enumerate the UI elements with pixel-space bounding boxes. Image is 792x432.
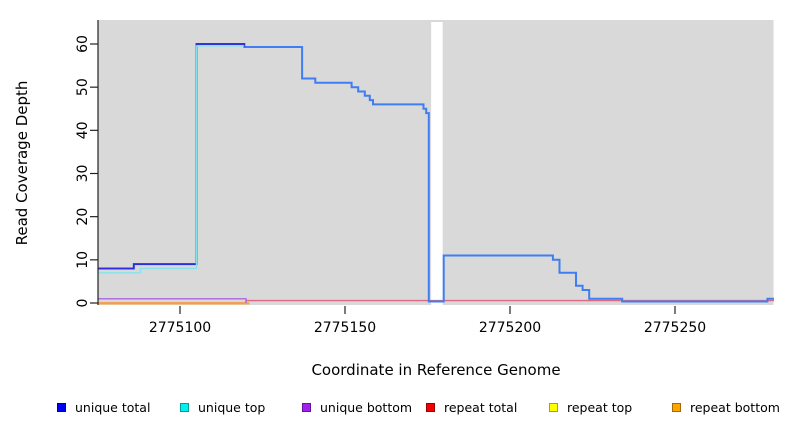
y-tick-label: 50 (75, 78, 91, 96)
legend-item-repeat-bottom: repeat bottom (672, 399, 780, 415)
y-tick-label: 20 (75, 208, 91, 226)
legend-item-unique-total: unique total (57, 399, 151, 415)
legend-label: unique top (198, 399, 266, 415)
x-axis-title: Coordinate in Reference Genome (311, 361, 561, 379)
y-tick-label: 40 (75, 121, 91, 139)
series-line-unique-top (97, 45, 245, 274)
y-tick-label: 60 (75, 35, 91, 53)
x-tick-label: 2775150 (314, 320, 376, 336)
unique-top-swatch-icon (180, 402, 189, 412)
legend-item-unique-top: unique top (180, 399, 266, 415)
legend-label: repeat top (567, 399, 633, 415)
repeat-top-swatch-icon (549, 402, 558, 412)
y-tick-label: 0 (75, 299, 91, 308)
unique-bottom-swatch-icon (302, 402, 311, 412)
y-axis-title: Read Coverage Depth (13, 80, 31, 246)
legend-item-repeat-total: repeat total (426, 399, 518, 415)
legend-label: repeat total (444, 399, 518, 415)
y-tick-label: 10 (75, 251, 91, 269)
legend-item-repeat-top: repeat top (549, 399, 633, 415)
x-tick-label: 2775200 (479, 320, 541, 336)
series-line-unique-total (97, 43, 774, 303)
unique-total-swatch-icon (57, 402, 66, 412)
legend-label: unique bottom (320, 399, 413, 415)
y-tick-label: 30 (75, 165, 91, 183)
repeat-bottom-swatch-icon (672, 402, 681, 412)
repeat-total-swatch-icon (426, 402, 435, 412)
legend-label: repeat bottom (690, 399, 780, 415)
uncovered-region-band (431, 22, 443, 305)
series-line-unique-bottom (97, 297, 247, 303)
legend-label: unique total (75, 399, 151, 415)
x-tick-label: 2775250 (644, 320, 706, 336)
x-tick-label: 2775100 (149, 320, 211, 336)
legend-item-unique-bottom: unique bottom (302, 399, 413, 415)
